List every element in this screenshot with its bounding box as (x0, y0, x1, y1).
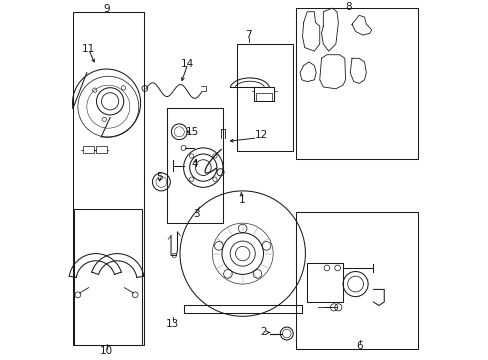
Text: 15: 15 (185, 127, 199, 137)
Text: 6: 6 (356, 341, 363, 351)
Bar (256, 94, 271, 101)
Text: 2: 2 (259, 328, 266, 337)
Bar (167, 108, 223, 223)
Bar (306, 262, 343, 302)
Text: 8: 8 (345, 2, 351, 12)
Bar (96, 146, 106, 153)
Text: 13: 13 (166, 319, 179, 329)
Text: 1: 1 (238, 195, 244, 205)
Text: 9: 9 (103, 4, 110, 14)
Text: 5: 5 (156, 172, 162, 181)
Bar (254, 87, 274, 101)
Bar (83, 146, 94, 153)
Text: 14: 14 (181, 59, 194, 69)
Text: 12: 12 (255, 130, 268, 140)
Text: 3: 3 (192, 209, 199, 219)
Text: 7: 7 (245, 30, 252, 40)
Bar (74, 209, 142, 345)
Bar (237, 44, 292, 152)
Bar (296, 212, 417, 348)
Text: 4: 4 (191, 159, 197, 169)
Bar (72, 12, 144, 345)
Bar (296, 8, 417, 159)
Text: 10: 10 (100, 346, 113, 356)
Text: 11: 11 (82, 44, 95, 54)
